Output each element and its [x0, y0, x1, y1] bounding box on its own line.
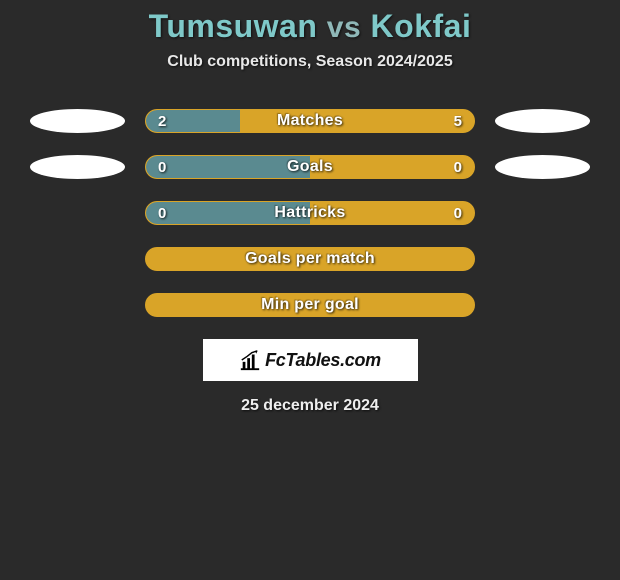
subtitle: Club competitions, Season 2024/2025 — [0, 53, 620, 71]
stat-bar: 00Hattricks — [145, 201, 475, 225]
stat-row: 00Hattricks — [0, 201, 620, 225]
stat-row: 00Goals — [0, 155, 620, 179]
logo-box[interactable]: FcTables.com — [203, 339, 418, 381]
stat-row: Goals per match — [0, 247, 620, 271]
stat-rows: 25Matches 00Goals 00Hattricks Goals per mat… — [0, 109, 620, 317]
player2-shape-icon — [495, 155, 590, 179]
page-title: Tumsuwan vs Kokfai — [0, 8, 620, 45]
stat-row: 25Matches — [0, 109, 620, 133]
stat-row: Min per goal — [0, 293, 620, 317]
vs-label: vs — [327, 11, 361, 44]
player2-name: Kokfai — [371, 8, 472, 44]
bar-chart-icon — [239, 349, 261, 371]
stat-label: Hattricks — [146, 202, 474, 224]
stat-bar: Min per goal — [145, 293, 475, 317]
player1-name: Tumsuwan — [149, 8, 318, 44]
logo-text: FcTables.com — [265, 350, 381, 371]
stat-label: Matches — [146, 110, 474, 132]
player2-shape-icon — [495, 109, 590, 133]
stat-label: Min per goal — [146, 294, 474, 316]
player1-shape-icon — [30, 155, 125, 179]
player1-shape-icon — [30, 109, 125, 133]
comparison-widget: Tumsuwan vs Kokfai Club competitions, Se… — [0, 0, 620, 415]
stat-label: Goals — [146, 156, 474, 178]
date-label: 25 december 2024 — [0, 397, 620, 415]
stat-label: Goals per match — [146, 248, 474, 270]
logo: FcTables.com — [239, 349, 381, 371]
stat-bar: 25Matches — [145, 109, 475, 133]
stat-bar: 00Goals — [145, 155, 475, 179]
stat-bar: Goals per match — [145, 247, 475, 271]
